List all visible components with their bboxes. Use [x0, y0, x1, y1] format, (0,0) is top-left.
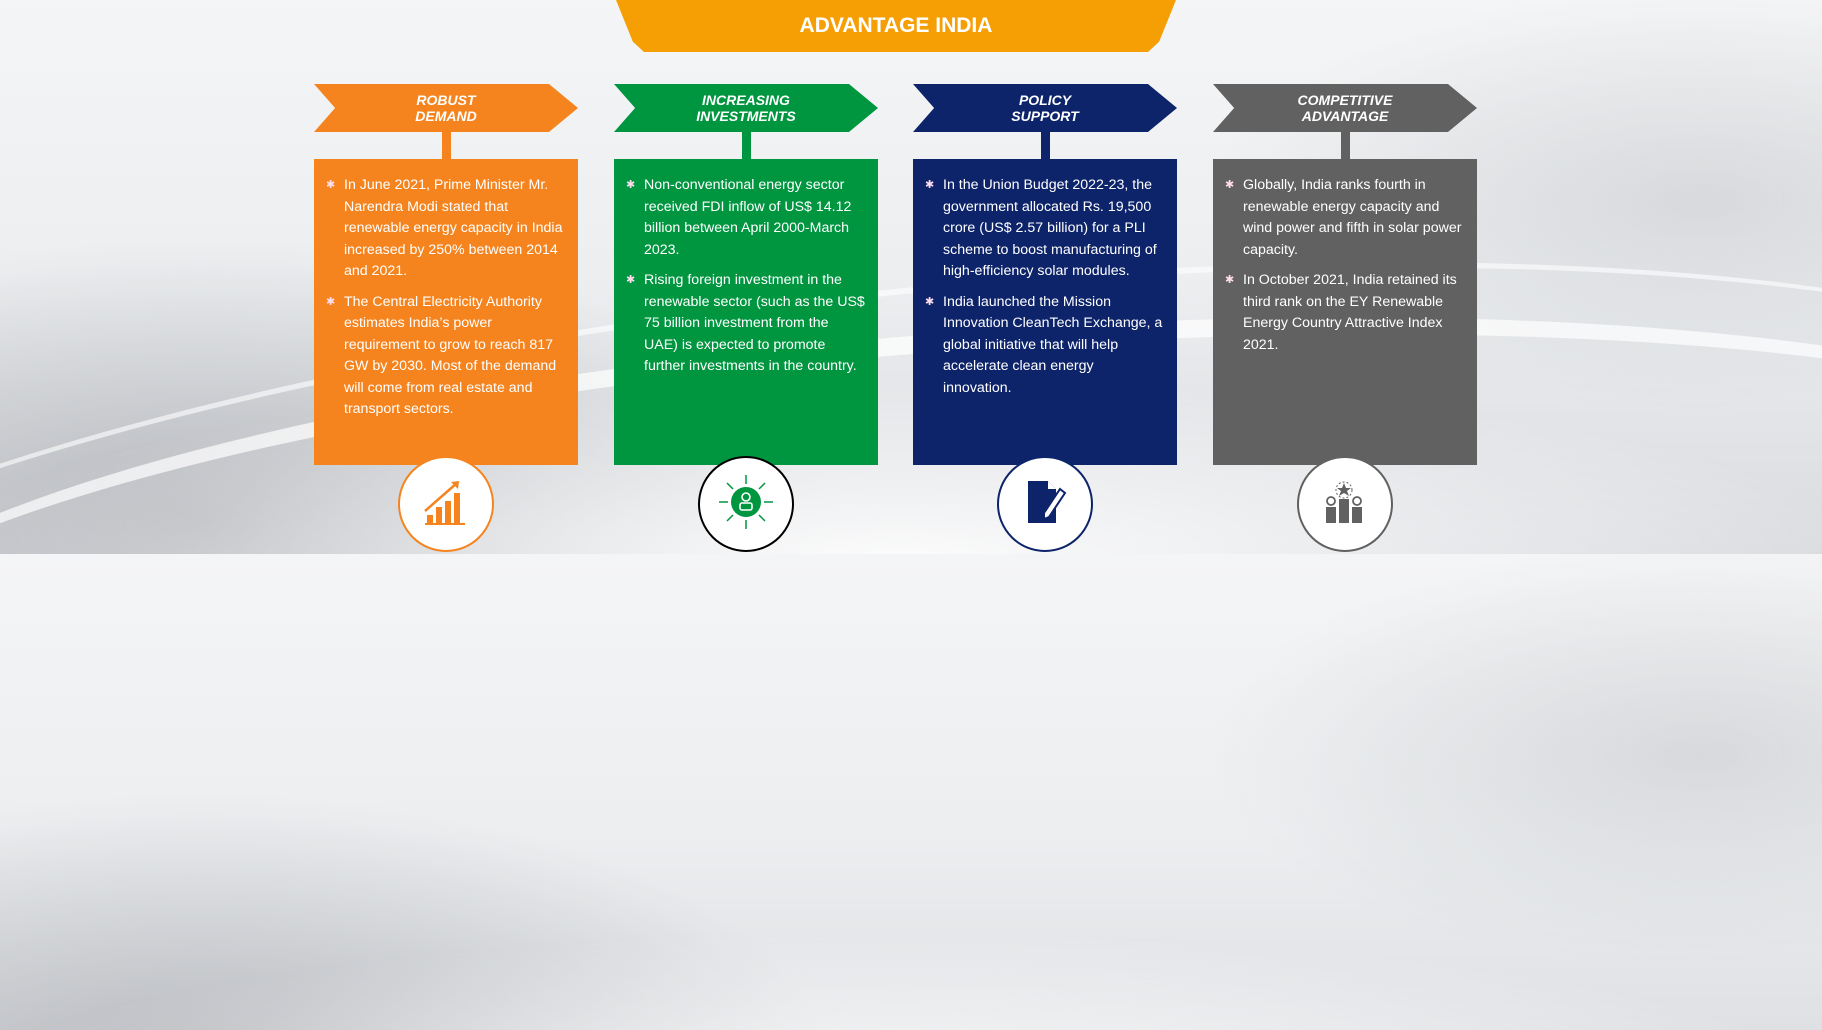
card-title: COMPETITIVE ADVANTAGE [1297, 92, 1393, 124]
card-title-chevron: INCREASING INVESTMENTS [614, 84, 878, 132]
document-pen-badge [997, 456, 1093, 552]
growth-chart-badge [398, 456, 494, 552]
card-title: POLICY SUPPORT [1011, 92, 1079, 124]
investor-network-icon [716, 472, 776, 537]
connector [742, 131, 751, 159]
bullet-item: ✱ India launched the Mission Innovation C… [923, 292, 1165, 400]
bullet-text: Non-conventional energy sector received … [644, 177, 852, 258]
bullet-star-icon: ✱ [326, 179, 336, 191]
bullet-text: The Central Electricity Authority estima… [344, 293, 557, 418]
bullet-star-icon: ✱ [626, 179, 636, 191]
bullet-star-icon: ✱ [1225, 274, 1235, 286]
podium-medal-icon [1320, 477, 1370, 532]
podium-medal-badge [1297, 456, 1393, 552]
bullet-text: Rising foreign investment in the renewab… [644, 272, 865, 374]
bullet-item: ✱ Rising foreign investment in the renewa… [624, 270, 866, 378]
bullet-text: In June 2021, Prime Minister Mr. Narendr… [344, 177, 563, 279]
bullet-item: ✱ Globally, India ranks fourth in renewab… [1223, 175, 1465, 261]
bullet-item: ✱ In the Union Budget 2022-23, the govern… [923, 175, 1165, 283]
investor-network-badge [698, 456, 794, 552]
header-banner: ADVANTAGE INDIA [616, 0, 1176, 52]
document-pen-icon [1020, 477, 1070, 532]
card-body: ✱ In June 2021, Prime Minister Mr. Narend… [314, 159, 578, 465]
growth-chart-icon [421, 477, 471, 532]
card-title-chevron: ROBUST DEMAND [314, 84, 578, 132]
card-title-chevron: COMPETITIVE ADVANTAGE [1213, 84, 1477, 132]
bullet-text: Globally, India ranks fourth in renewabl… [1243, 177, 1462, 258]
bullet-item: ✱ In June 2021, Prime Minister Mr. Narend… [324, 175, 566, 283]
card-body: ✱ Globally, India ranks fourth in renewab… [1213, 159, 1477, 465]
card-title-chevron: POLICY SUPPORT [913, 84, 1177, 132]
card-title: INCREASING INVESTMENTS [696, 92, 796, 124]
bullet-star-icon: ✱ [925, 179, 935, 191]
connector [1341, 131, 1350, 159]
bullet-star-icon: ✱ [925, 295, 935, 308]
bullet-item: ✱ Non-conventional energy sector received… [624, 175, 866, 261]
card-body: ✱ Non-conventional energy sector received… [614, 159, 878, 465]
connector [1041, 131, 1050, 159]
bullet-star-icon: ✱ [1225, 179, 1235, 191]
bullet-item: ✱ In October 2021, India retained its thi… [1223, 270, 1465, 356]
bullet-item: ✱ The Central Electricity Authority estim… [324, 292, 566, 421]
bullet-star-icon: ✱ [326, 295, 336, 308]
bullet-star-icon: ✱ [626, 274, 636, 286]
bullet-text: In the Union Budget 2022-23, the governm… [943, 177, 1157, 279]
connector [442, 131, 451, 159]
card-body: ✱ In the Union Budget 2022-23, the govern… [913, 159, 1177, 465]
card-title: ROBUST DEMAND [415, 92, 477, 124]
bullet-text: In October 2021, India retained its thir… [1243, 272, 1457, 353]
page-title: ADVANTAGE INDIA [799, 14, 993, 37]
bullet-text: India launched the Mission Innovation Cl… [943, 293, 1163, 396]
background-swoosh [0, 246, 1822, 932]
